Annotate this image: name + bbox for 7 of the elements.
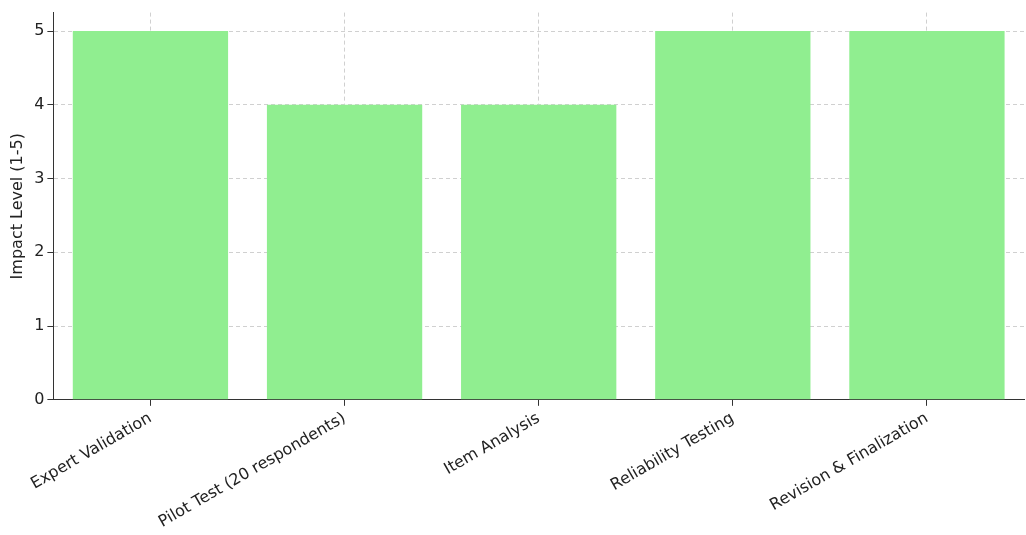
y-tick-label: 4 xyxy=(34,93,45,113)
y-tick-label: 2 xyxy=(34,241,45,261)
y-tick-label: 3 xyxy=(34,167,45,187)
y-tick-label: 5 xyxy=(34,20,45,40)
y-axis-title: Impact Level (1-5) xyxy=(6,133,26,280)
y-tick-label: 0 xyxy=(34,388,45,408)
y-tick-label: 1 xyxy=(34,315,45,335)
